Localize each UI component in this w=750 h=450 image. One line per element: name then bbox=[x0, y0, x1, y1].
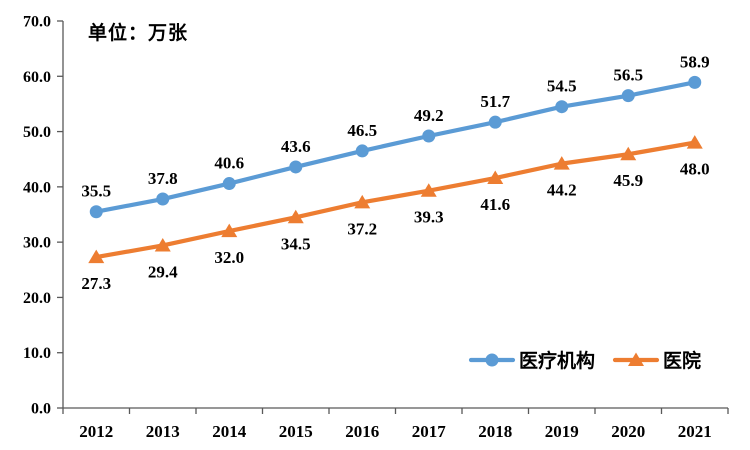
y-axis-tick-label: 40.0 bbox=[23, 179, 51, 196]
y-axis-tick-label: 60.0 bbox=[23, 69, 51, 86]
data-label: 44.2 bbox=[547, 181, 577, 200]
data-point-marker bbox=[553, 156, 570, 170]
data-label: 51.7 bbox=[480, 92, 510, 111]
data-label: 56.5 bbox=[613, 66, 643, 85]
data-label: 54.5 bbox=[547, 77, 577, 96]
series-line-1 bbox=[94, 140, 697, 260]
data-label: 49.2 bbox=[414, 106, 444, 125]
series-line-0 bbox=[94, 80, 697, 214]
legend-item-0: 医疗机构 bbox=[468, 349, 595, 372]
y-axis-tick-label: 0.0 bbox=[31, 401, 51, 418]
data-label: 34.5 bbox=[281, 234, 311, 253]
data-point-marker bbox=[156, 192, 170, 206]
data-point-marker bbox=[289, 160, 303, 174]
x-axis-tick-label: 2016 bbox=[345, 422, 379, 441]
x-axis-tick-label: 2014 bbox=[212, 422, 247, 441]
y-axis-tick-label: 20.0 bbox=[23, 290, 51, 307]
y-axis-tick-label: 70.0 bbox=[23, 14, 51, 31]
data-point-marker bbox=[89, 205, 103, 219]
x-axis-tick-label: 2018 bbox=[478, 422, 512, 441]
data-point-marker bbox=[488, 115, 502, 129]
data-label: 35.5 bbox=[81, 182, 111, 201]
data-label: 41.6 bbox=[480, 195, 510, 214]
x-axis-tick-label: 2012 bbox=[79, 422, 113, 441]
legend-swatch-marker bbox=[628, 352, 644, 366]
data-point-marker bbox=[487, 170, 504, 185]
data-label: 37.8 bbox=[148, 169, 178, 188]
x-axis-tick-label: 2020 bbox=[611, 422, 645, 441]
x-axis-tick-label: 2019 bbox=[545, 422, 579, 441]
data-label: 45.9 bbox=[613, 171, 643, 190]
y-axis-tick-label: 30.0 bbox=[23, 235, 51, 252]
data-point-marker bbox=[422, 129, 436, 143]
legend: 医疗机构 医院 bbox=[468, 349, 701, 372]
data-label: 27.3 bbox=[81, 274, 111, 293]
data-point-marker bbox=[355, 144, 369, 158]
data-point-marker bbox=[154, 237, 171, 252]
data-label: 40.6 bbox=[214, 154, 244, 173]
x-axis-tick-label: 2015 bbox=[279, 422, 313, 441]
data-label: 39.3 bbox=[414, 208, 444, 227]
data-label: 29.4 bbox=[148, 262, 178, 281]
data-label: 37.2 bbox=[347, 219, 377, 238]
data-point-marker bbox=[620, 146, 637, 161]
series-0: 35.5 37.8 40.6 43.6 46.5 49.2 51.7 54.5 56.5 58.9 bbox=[81, 52, 710, 219]
x-axis-tick-label: 2021 bbox=[678, 422, 712, 441]
y-axis-tick-label: 10.0 bbox=[23, 345, 51, 362]
data-point-marker bbox=[688, 75, 702, 89]
legend-label: 医疗机构 bbox=[519, 349, 595, 372]
data-point-marker bbox=[555, 100, 569, 114]
data-point-marker bbox=[222, 177, 236, 191]
data-label: 48.0 bbox=[680, 160, 710, 179]
data-point-marker bbox=[287, 209, 304, 224]
data-point-marker bbox=[621, 89, 635, 103]
data-point-marker bbox=[354, 194, 371, 209]
data-label: 46.5 bbox=[347, 121, 377, 140]
data-label: 32.0 bbox=[214, 248, 244, 267]
legend-swatch-marker bbox=[485, 353, 499, 367]
data-point-marker bbox=[88, 249, 105, 264]
data-label: 43.6 bbox=[281, 137, 311, 156]
x-axis-tick-label: 2017 bbox=[412, 422, 447, 441]
y-axis-tick-label: 50.0 bbox=[23, 124, 51, 141]
data-point-marker bbox=[221, 223, 238, 238]
data-label: 58.9 bbox=[680, 52, 710, 71]
x-axis-tick-label: 2013 bbox=[146, 422, 180, 441]
legend-item-1: 医院 bbox=[612, 349, 701, 372]
series-1: 27.3 29.4 32.0 34.5 37.2 39.3 41.6 44.2 45.9 48.0 bbox=[81, 135, 710, 293]
legend-label: 医院 bbox=[663, 349, 701, 372]
data-point-marker bbox=[686, 135, 703, 149]
chart-unit-title: 单位：万张 bbox=[88, 23, 189, 44]
data-point-marker bbox=[420, 183, 437, 197]
